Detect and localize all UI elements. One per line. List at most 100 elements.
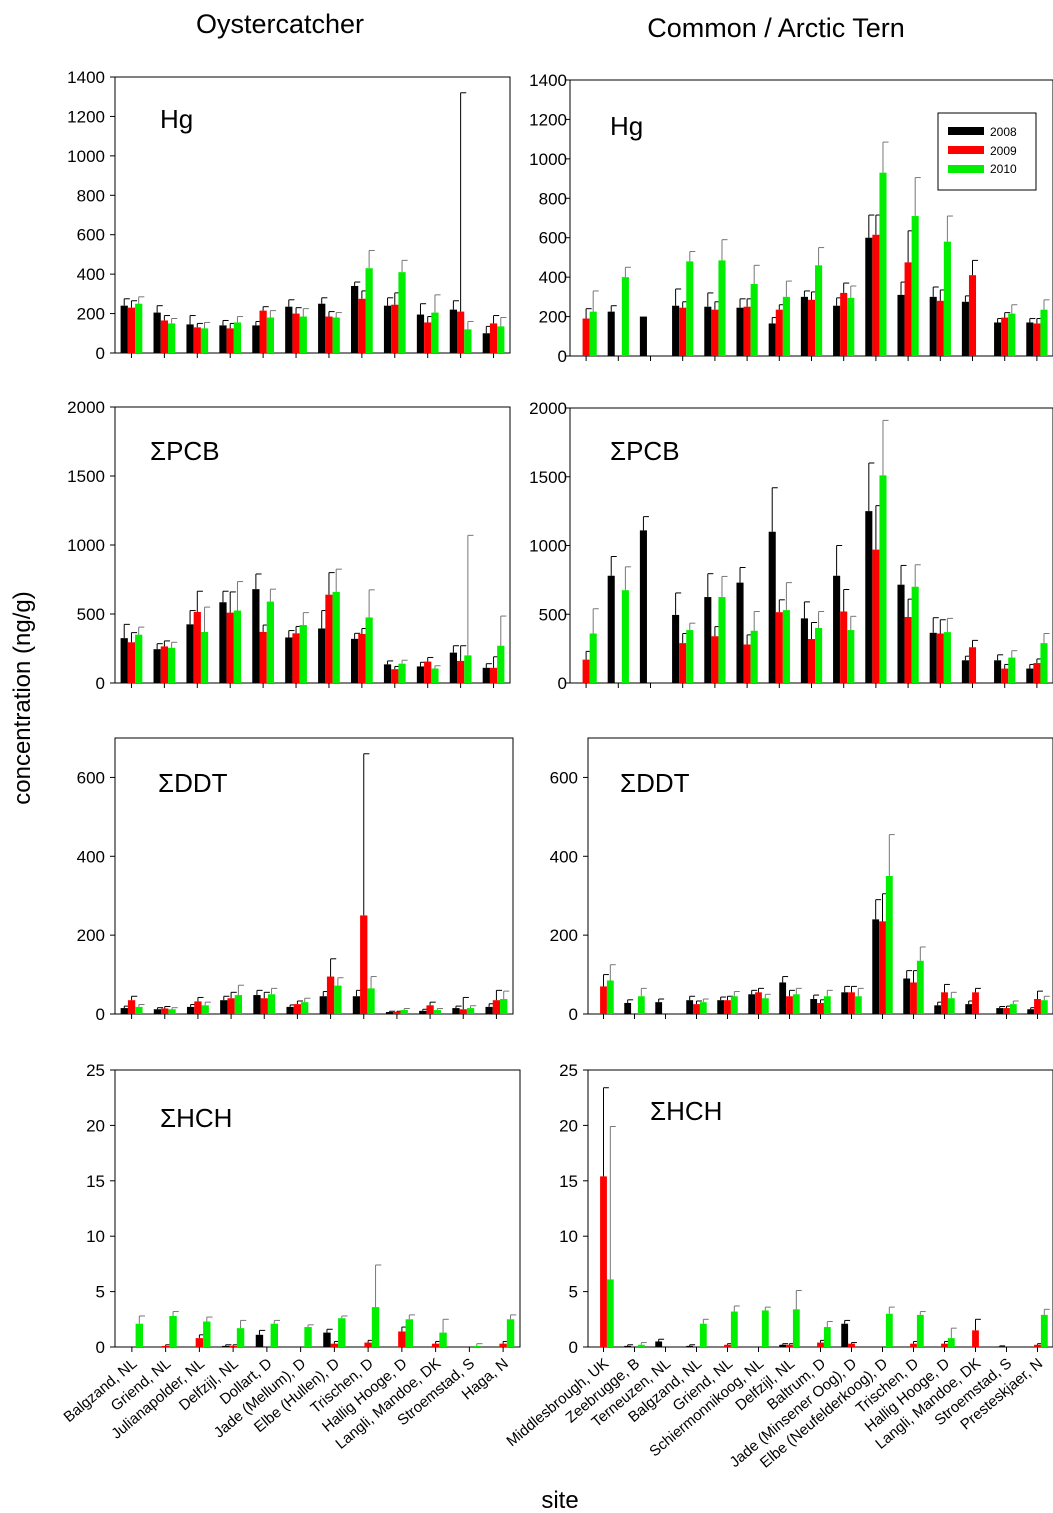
bar-2008: [286, 1006, 294, 1014]
bar-2010: [621, 590, 629, 683]
bar-2010: [135, 634, 143, 683]
bar-2008: [624, 1345, 632, 1347]
bar-2010: [203, 1321, 211, 1347]
bar-2010: [699, 1002, 707, 1014]
bar-2009: [226, 612, 234, 683]
panel-label: ΣPCB: [150, 436, 220, 466]
bar-2009: [724, 1000, 731, 1014]
bar-2009: [1033, 323, 1041, 356]
bar-2010: [398, 663, 406, 683]
bar-2008: [220, 1000, 228, 1014]
bar-2010: [879, 475, 887, 683]
bar-2010: [730, 1311, 738, 1347]
bar-2008: [219, 325, 227, 353]
legend-label-2009: 2009: [990, 144, 1017, 158]
bar-2010: [466, 1008, 475, 1014]
y-tick-label: 600: [539, 229, 567, 248]
y-tick-label: 20: [86, 1116, 105, 1135]
y-tick-label: 10: [559, 1227, 578, 1246]
bar-2010: [233, 610, 242, 683]
bar-2008: [768, 323, 776, 356]
bar-2010: [686, 630, 694, 683]
y-tick-label: 600: [77, 768, 105, 787]
bar-2010: [823, 1327, 831, 1347]
bar-2009: [936, 300, 944, 356]
bar-2010: [916, 960, 924, 1014]
bar-2008: [996, 1346, 1004, 1348]
bar-2008: [768, 531, 776, 683]
bar-2008: [704, 306, 712, 356]
bar-2009: [360, 915, 368, 1014]
y-tick-label: 5: [96, 1283, 105, 1302]
bar-2008: [120, 305, 128, 353]
bar-2010: [299, 316, 307, 353]
bar-2010: [823, 996, 831, 1014]
bar-2010: [405, 1319, 414, 1347]
bar-2009: [968, 647, 977, 683]
panel-label: ΣPCB: [610, 436, 680, 466]
bar-2010: [464, 329, 472, 353]
bar-2008: [872, 919, 880, 1014]
bar-2009: [127, 642, 136, 683]
bar-2009: [292, 633, 300, 683]
bar-2010: [439, 1332, 447, 1347]
bar-2010: [589, 311, 597, 356]
bar-2009: [711, 636, 719, 683]
bar-2009: [358, 298, 366, 353]
bar-2010: [367, 988, 375, 1014]
bar-2009: [775, 309, 783, 356]
bar-2008: [285, 637, 293, 683]
bar-2009: [326, 976, 335, 1014]
legend-swatch-2009: [948, 146, 984, 154]
bar-2008: [252, 325, 260, 353]
panel-6: ΣDDT 0 200 400 600: [550, 737, 1053, 1024]
bar-2009: [582, 659, 590, 683]
legend-swatch-2010: [948, 165, 984, 173]
y-tick-label: 1400: [67, 68, 105, 87]
bar-2008: [253, 995, 261, 1014]
bar-2009: [259, 310, 267, 353]
bar-2009: [1034, 1344, 1041, 1347]
bar-2009: [848, 992, 855, 1014]
bar-2008: [686, 1345, 694, 1347]
y-tick-label: 600: [77, 226, 105, 245]
bar-2008: [748, 994, 756, 1014]
bar-2010: [943, 241, 951, 356]
bar-2008: [449, 309, 458, 353]
bar-2010: [135, 1006, 143, 1014]
bar-2008: [686, 1000, 694, 1014]
bar-2009: [227, 998, 235, 1014]
bar-2009: [679, 643, 687, 683]
y-tick-label: 1000: [67, 536, 105, 555]
bar-2010: [947, 998, 955, 1014]
bar-2008: [779, 1344, 787, 1347]
bar-2009: [195, 1338, 204, 1347]
bar-2009: [292, 313, 300, 353]
bar-2010: [236, 1328, 245, 1347]
bar-2009: [904, 262, 912, 356]
panel-5: ΣDDT 0 200 400 600: [77, 737, 514, 1024]
bar-2009: [226, 328, 234, 353]
bar-2010: [879, 172, 887, 356]
y-tick-label: 500: [539, 605, 567, 624]
bar-2009: [193, 611, 201, 683]
x-axis-title: site: [541, 1487, 578, 1513]
bar-2009: [1001, 317, 1009, 356]
y-tick-label: 400: [77, 265, 105, 284]
bar-2010: [730, 996, 738, 1014]
bar-2009: [755, 992, 762, 1014]
bar-2009: [786, 1344, 793, 1347]
y-tick-label: 1200: [529, 110, 567, 129]
bar-2008: [219, 602, 227, 683]
bar-2010: [201, 1005, 209, 1014]
bar-2008: [655, 1002, 663, 1014]
bar-2010: [168, 1009, 176, 1014]
plot-frame: [114, 76, 511, 354]
bar-2008: [153, 312, 161, 353]
bar-2010: [947, 1338, 955, 1347]
bar-2008: [153, 649, 161, 683]
bar-2010: [1008, 313, 1016, 356]
bar-2010: [338, 1318, 346, 1347]
bar-2008: [452, 1008, 460, 1014]
